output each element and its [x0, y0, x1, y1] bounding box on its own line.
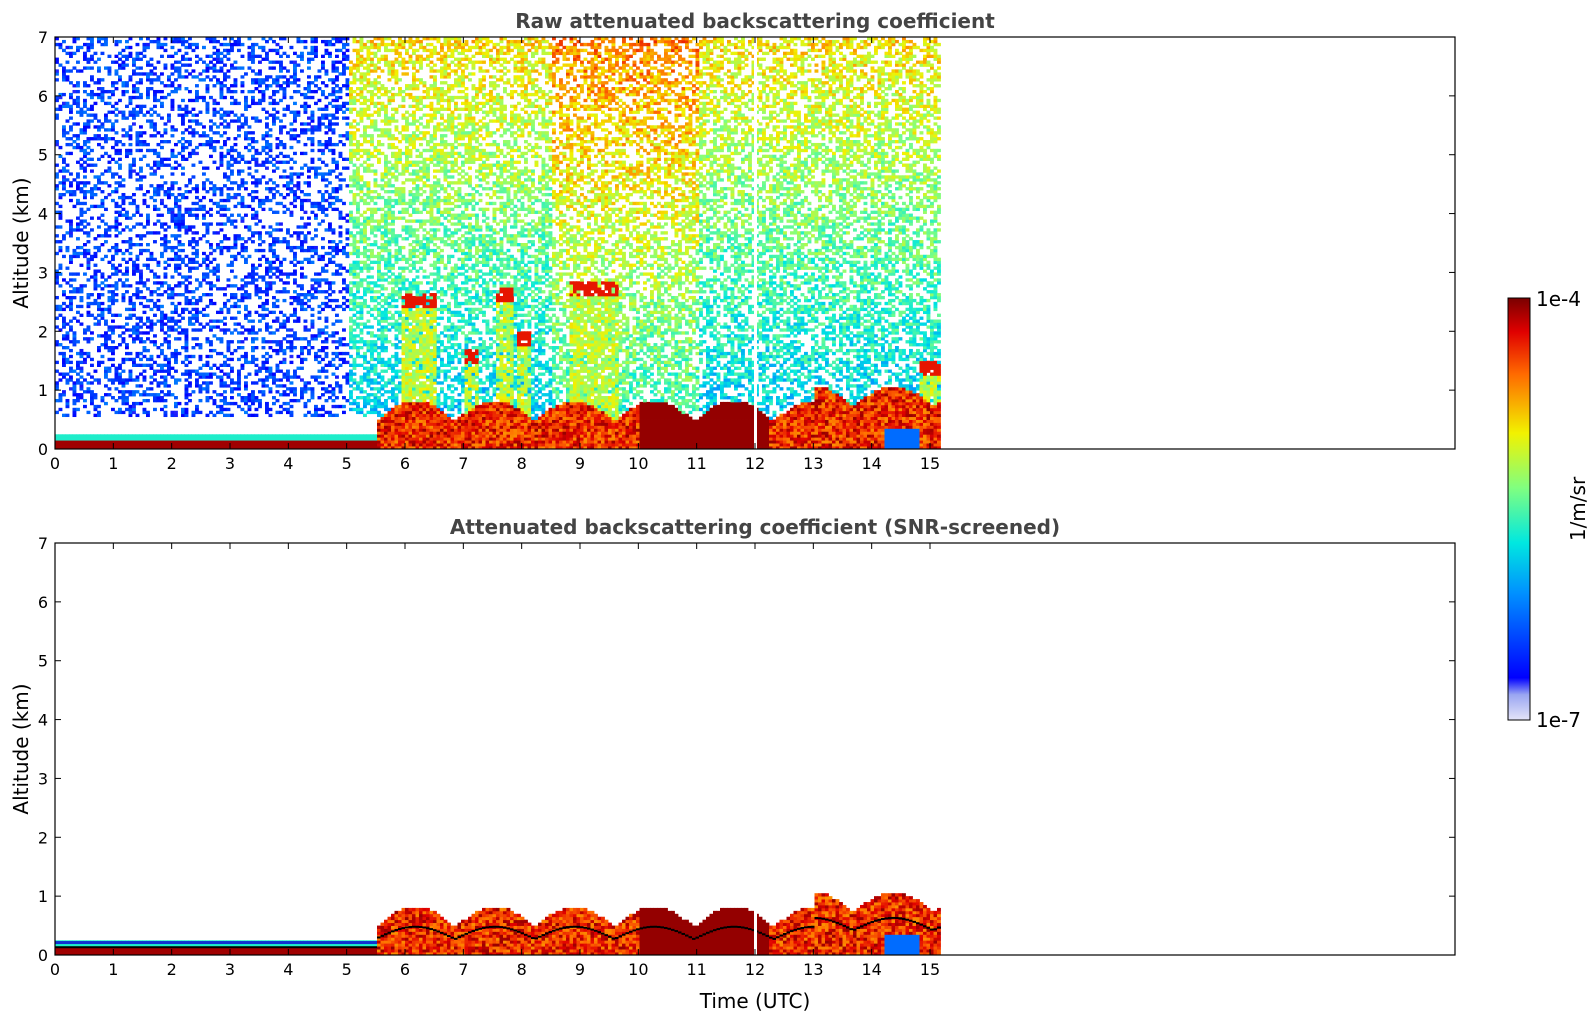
x-tick-label: 1 — [108, 454, 118, 473]
x-tick-label: 11 — [686, 454, 706, 473]
raw-backscatter-panel: Raw attenuated backscattering coefficien… — [9, 9, 1456, 473]
x-tick-label: 3 — [225, 454, 235, 473]
colorbar: 1e-4 1e-7 1/m/sr — [1507, 287, 1590, 732]
x-tick-label: 9 — [575, 960, 585, 979]
x-tick-label: 11 — [686, 960, 706, 979]
x-tick-label: 7 — [458, 454, 468, 473]
chart-title: Raw attenuated backscattering coefficien… — [515, 9, 995, 33]
x-tick-label: 12 — [745, 960, 765, 979]
y-tick-label: 1 — [38, 381, 48, 400]
y-tick-label: 1 — [38, 887, 48, 906]
y-tick-label: 0 — [38, 440, 48, 459]
heatmap-raw — [55, 37, 941, 449]
y-tick-label: 3 — [38, 263, 48, 282]
x-tick-label: 8 — [517, 960, 527, 979]
x-tick-label: 4 — [283, 454, 293, 473]
x-tick-label: 0 — [50, 960, 60, 979]
x-tick-label: 6 — [400, 960, 410, 979]
x-tick-label: 4 — [283, 960, 293, 979]
colorbar-max-label: 1e-4 — [1536, 287, 1581, 311]
colorbar-label: 1/m/sr — [1566, 476, 1590, 541]
y-tick-label: 0 — [38, 946, 48, 965]
x-tick-label: 2 — [167, 960, 177, 979]
x-tick-label: 10 — [628, 454, 648, 473]
x-tick-label: 14 — [861, 454, 881, 473]
x-tick-label: 0 — [50, 454, 60, 473]
x-tick-label: 2 — [167, 454, 177, 473]
y-tick-label: 5 — [38, 146, 48, 165]
screened-backscatter-panel: Attenuated backscattering coefficient (S… — [9, 515, 1456, 1013]
chart-title: Attenuated backscattering coefficient (S… — [450, 515, 1060, 539]
y-axis-label: Altitude (km) — [9, 177, 33, 308]
x-tick-label: 3 — [225, 960, 235, 979]
y-tick-label: 7 — [38, 534, 48, 553]
y-ticks: 0 1 2 3 4 5 6 7 — [38, 534, 1455, 965]
x-tick-label: 5 — [342, 454, 352, 473]
x-tick-label: 7 — [458, 960, 468, 979]
heatmap-screened — [55, 543, 941, 955]
x-tick-label: 6 — [400, 454, 410, 473]
y-tick-label: 6 — [38, 87, 48, 106]
y-tick-label: 4 — [38, 205, 48, 224]
x-tick-label: 15 — [920, 454, 940, 473]
x-ticks: 0 1 2 3 4 5 6 7 8 9 10 11 12 13 14 15 — [50, 37, 940, 473]
y-tick-label: 7 — [38, 28, 48, 47]
x-ticks: 0 1 2 3 4 5 6 7 8 9 10 11 12 13 14 15 — [50, 543, 940, 979]
x-tick-label: 13 — [803, 960, 823, 979]
y-ticks: 0 1 2 3 4 5 6 7 — [38, 28, 1455, 459]
colorbar-min-label: 1e-7 — [1536, 708, 1581, 732]
x-tick-label: 12 — [745, 454, 765, 473]
y-tick-label: 5 — [38, 652, 48, 671]
y-tick-label: 2 — [38, 828, 48, 847]
y-tick-label: 6 — [38, 593, 48, 612]
x-tick-label: 8 — [517, 454, 527, 473]
x-tick-label: 9 — [575, 454, 585, 473]
y-axis-label: Altitude (km) — [9, 683, 33, 814]
x-tick-label: 14 — [861, 960, 881, 979]
x-tick-label: 5 — [342, 960, 352, 979]
x-tick-label: 15 — [920, 960, 940, 979]
colorbar-gradient — [1507, 297, 1531, 721]
y-tick-label: 3 — [38, 769, 48, 788]
x-tick-label: 10 — [628, 960, 648, 979]
x-tick-label: 1 — [108, 960, 118, 979]
y-tick-label: 4 — [38, 711, 48, 730]
x-axis-label: Time (UTC) — [699, 989, 811, 1013]
x-tick-label: 13 — [803, 454, 823, 473]
y-tick-label: 2 — [38, 322, 48, 341]
